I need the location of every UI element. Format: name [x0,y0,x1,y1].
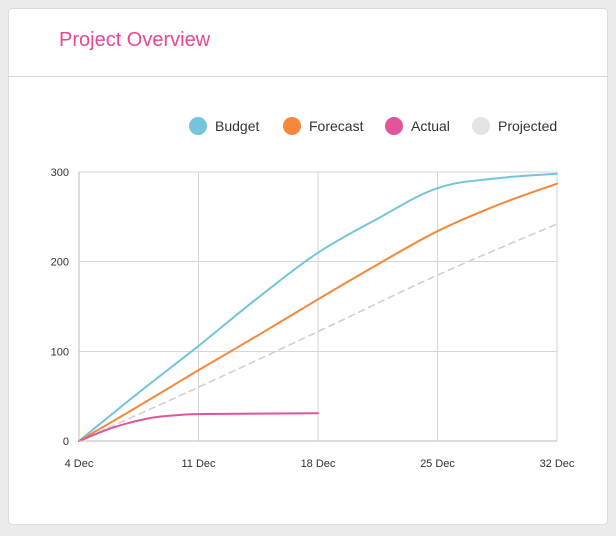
series-line-projected [78,223,558,442]
y-tick-label: 300 [51,167,69,179]
series-line-actual [78,412,319,442]
card-header: Project Overview [9,9,607,77]
legend-label-actual[interactable]: Actual [411,118,450,134]
x-tick-label: 4 Dec [65,458,94,470]
y-tick-label: 100 [51,346,69,358]
legend-swatch-budget [189,117,207,135]
series-line-forecast [78,182,558,442]
x-tick-label: 32 Dec [540,458,575,470]
card-title: Project Overview [59,29,211,51]
series-line-budget [78,172,558,442]
legend-label-forecast[interactable]: Forecast [309,118,364,134]
y-tick-label: 200 [51,257,69,269]
x-tick-label: 11 Dec [181,458,216,470]
legend-swatch-projected [472,117,490,135]
legend-swatch-actual [385,117,403,135]
y-tick-label: 0 [63,436,69,448]
legend-label-projected[interactable]: Projected [498,118,557,134]
project-overview-card: Project Overview [8,8,608,525]
legend-swatch-forecast [283,117,301,135]
x-tick-label: 25 Dec [420,458,455,470]
legend-label-budget[interactable]: Budget [215,118,259,134]
x-tick-label: 18 Dec [301,458,336,470]
